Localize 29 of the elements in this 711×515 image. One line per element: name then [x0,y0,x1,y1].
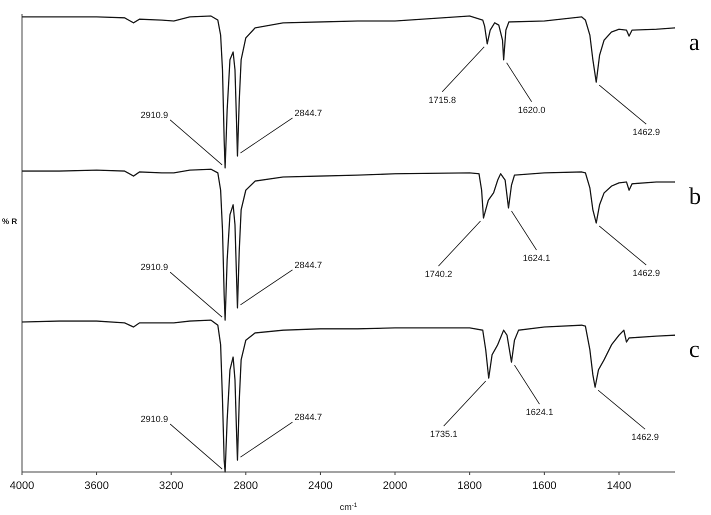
annotation: 2910.9 [140,414,168,424]
x-tick-label: 1800 [457,480,482,492]
x-tick-label: 3600 [84,480,109,492]
x-tick-label: 1400 [606,480,632,492]
x-tick-label: 4000 [10,480,34,492]
annotation: 2910.9 [140,262,168,272]
annotation: 2910.9 [140,110,168,120]
annotation: 1740.2 [424,269,452,280]
series-label: a [689,30,700,56]
x-tick-label: 3200 [158,480,184,492]
series-label: c [689,337,700,364]
annotation: 1715.8 [428,94,456,105]
series-label: b [689,184,701,210]
x-tick-label: 1600 [532,480,557,492]
annotation: 1462.9 [632,127,660,138]
x-tick-label: 2400 [308,480,333,492]
x-tick-label: 2000 [382,480,408,492]
x-tick-label: 2800 [234,480,258,492]
annotation: 2844.7 [294,260,322,270]
x-axis-title: cm$^{-1}$ [340,502,358,512]
annotation: 1462.9 [632,268,660,278]
annotation: 2844.7 [294,108,322,118]
annotation: 1624.1 [526,407,554,418]
annotation: 1735.1 [430,429,458,440]
annotation: 1620.0 [518,104,546,115]
annotation: 2844.7 [294,412,322,422]
y-axis-title: % R [2,217,18,226]
annotation: 1462.9 [631,432,659,442]
annotation: 1624.1 [522,252,550,263]
